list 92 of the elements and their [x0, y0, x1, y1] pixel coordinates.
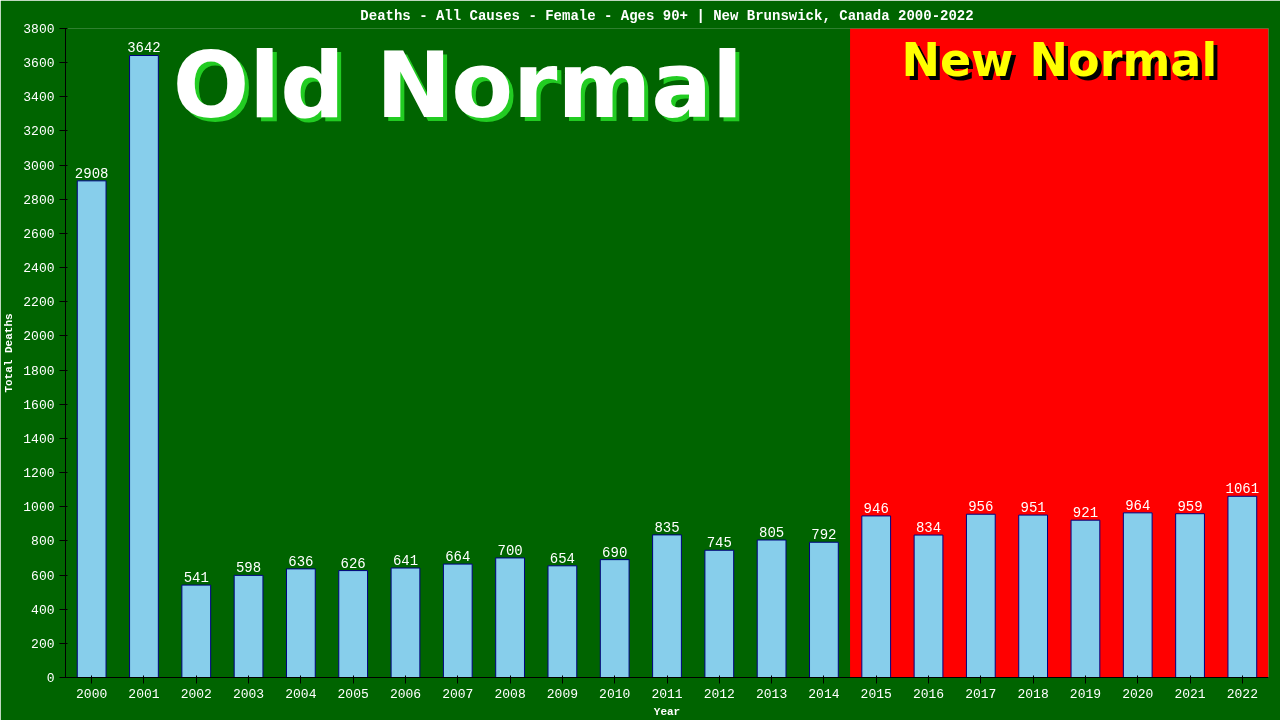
bar: [756, 539, 787, 678]
y-tick-label: 3200: [23, 124, 55, 140]
bar: [547, 565, 578, 678]
x-tick-label: 2008: [494, 686, 526, 702]
data-label: 921: [1072, 505, 1099, 522]
y-tick-label: 2400: [23, 261, 55, 277]
data-label: 541: [183, 570, 209, 587]
data-label: 805: [759, 525, 785, 542]
bar: [1227, 495, 1258, 678]
y-tick-label: 1800: [23, 363, 55, 379]
data-label: 654: [549, 550, 576, 567]
bar: [652, 534, 682, 678]
y-tick-label: 1600: [23, 397, 55, 413]
data-label: 1061: [1225, 481, 1260, 498]
x-tick-label: 2016: [912, 686, 945, 702]
y-tick-label: 3400: [23, 90, 55, 106]
y-tick-label: 1200: [23, 466, 55, 482]
bar: [442, 563, 473, 678]
y-tick-label: 3800: [23, 22, 55, 37]
y-tick-label: 2600: [23, 226, 55, 242]
data-label: 956: [968, 499, 994, 516]
data-label: 641: [392, 553, 419, 570]
x-tick-label: 2006: [389, 686, 422, 702]
y-tick-label: 200: [31, 636, 55, 652]
x-tick-label: 2021: [1174, 686, 1206, 702]
x-tick-label: 2020: [1122, 686, 1154, 702]
data-label: 690: [602, 544, 628, 561]
x-tick-label: 2005: [337, 686, 369, 702]
x-tick-label: 2019: [1069, 686, 1102, 702]
y-tick-label: 3600: [23, 56, 55, 72]
y-tick-label: 2200: [23, 295, 55, 311]
bar: [1122, 512, 1153, 678]
data-label: 3642: [127, 40, 161, 57]
x-tick-label: 2003: [232, 686, 265, 702]
y-tick-label: 1400: [23, 431, 55, 447]
chart-title: Deaths - All Causes - Female - Ages 90+ | New Brunswick, Canada 2000-2022: [360, 7, 974, 24]
x-tick-label: 2015: [860, 686, 892, 702]
data-label: 626: [340, 555, 366, 572]
y-axis-title: Total Deaths: [3, 313, 16, 393]
y-tick-label: 2000: [23, 329, 55, 345]
data-label: 598: [235, 560, 262, 577]
bar: [285, 568, 316, 678]
bar: [704, 549, 735, 678]
data-label: 951: [1020, 500, 1046, 517]
data-label: 745: [706, 535, 732, 552]
x-tick-label: 2001: [128, 686, 160, 702]
y-tick-label: 400: [31, 602, 55, 618]
y-tick-label: 600: [31, 568, 55, 584]
y-tick-label: 2800: [23, 192, 55, 208]
x-tick-label: 2018: [1017, 686, 1049, 702]
bar: [861, 515, 892, 678]
data-label: 664: [445, 549, 471, 566]
data-label: 636: [288, 553, 314, 570]
x-tick-label: 2010: [599, 686, 631, 702]
data-label: 835: [654, 519, 680, 536]
x-tick-label: 2017: [965, 686, 997, 702]
bar: [1175, 513, 1205, 678]
x-tick-label: 2000: [76, 686, 108, 702]
y-tick-label: 1000: [23, 500, 55, 516]
x-tick-label: 2004: [285, 686, 317, 702]
bar: [599, 559, 630, 678]
data-label: 964: [1125, 497, 1151, 514]
data-label: 946: [863, 500, 889, 517]
x-tick-label: 2013: [756, 686, 788, 702]
bar: [129, 54, 159, 678]
bar: [1018, 514, 1049, 678]
bar: [495, 557, 525, 678]
data-label: 834: [915, 520, 942, 537]
x-tick-label: 2011: [651, 686, 683, 702]
bar: [233, 574, 264, 678]
data-label: 700: [497, 542, 523, 559]
data-label: 792: [811, 527, 837, 544]
x-tick-label: 2002: [180, 686, 212, 702]
y-tick-label: 800: [31, 534, 55, 550]
bar: [965, 513, 996, 678]
bar: [913, 534, 944, 678]
y-tick-label: 3000: [23, 158, 55, 174]
bar: [76, 180, 107, 678]
x-axis-title: Year: [653, 705, 681, 718]
data-label: 959: [1177, 498, 1203, 515]
x-tick-label: 2022: [1226, 686, 1258, 702]
data-label: 2908: [74, 165, 109, 182]
bar: [1070, 519, 1101, 678]
bar: [181, 584, 212, 678]
x-tick-label: 2007: [442, 686, 474, 702]
x-tick-label: 2014: [808, 686, 840, 702]
bar: [809, 541, 839, 678]
x-tick-label: 2009: [546, 686, 579, 702]
y-tick-label: 0: [46, 671, 55, 686]
x-tick-label: 2012: [703, 686, 735, 702]
bar: [338, 570, 369, 678]
bar: [390, 567, 421, 678]
